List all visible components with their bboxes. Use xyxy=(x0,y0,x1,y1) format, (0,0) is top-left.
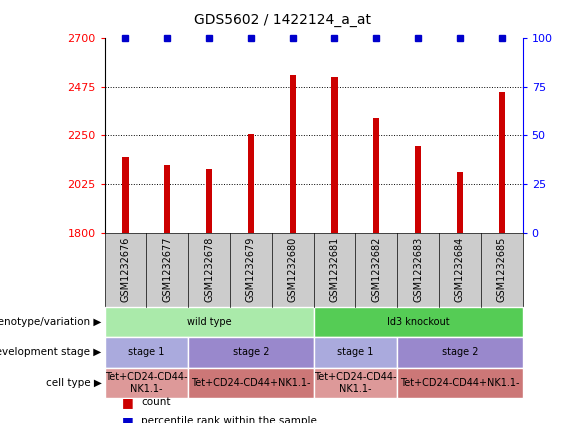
Text: GSM1232681: GSM1232681 xyxy=(329,237,340,302)
Text: development stage ▶: development stage ▶ xyxy=(0,347,102,357)
Text: GSM1232685: GSM1232685 xyxy=(497,237,507,302)
Text: Tet+CD24-CD44+NK1.1-: Tet+CD24-CD44+NK1.1- xyxy=(191,378,311,388)
Text: count: count xyxy=(141,397,171,407)
Text: Tet+CD24-CD44-
NK1.1-: Tet+CD24-CD44- NK1.1- xyxy=(105,372,188,394)
Text: Tet+CD24-CD44+NK1.1-: Tet+CD24-CD44+NK1.1- xyxy=(400,378,520,388)
Text: stage 2: stage 2 xyxy=(442,347,478,357)
Bar xyxy=(498,92,505,233)
Bar xyxy=(122,157,129,233)
Text: GSM1232678: GSM1232678 xyxy=(204,237,214,302)
Text: Id3 knockout: Id3 knockout xyxy=(387,317,449,327)
Text: GSM1232676: GSM1232676 xyxy=(120,237,131,302)
Text: GSM1232680: GSM1232680 xyxy=(288,237,298,302)
Text: GSM1232683: GSM1232683 xyxy=(413,237,423,302)
Bar xyxy=(289,75,296,233)
Text: GSM1232677: GSM1232677 xyxy=(162,237,172,302)
Bar xyxy=(206,169,212,233)
Text: ■: ■ xyxy=(121,415,133,423)
Bar xyxy=(415,146,421,233)
Text: percentile rank within the sample: percentile rank within the sample xyxy=(141,416,317,423)
Text: cell type ▶: cell type ▶ xyxy=(46,378,102,388)
Text: stage 1: stage 1 xyxy=(128,347,164,357)
Text: genotype/variation ▶: genotype/variation ▶ xyxy=(0,317,102,327)
Bar xyxy=(247,134,254,233)
Text: GSM1232682: GSM1232682 xyxy=(371,237,381,302)
Text: stage 2: stage 2 xyxy=(233,347,269,357)
Text: ■: ■ xyxy=(121,396,133,409)
Text: GSM1232684: GSM1232684 xyxy=(455,237,465,302)
Bar xyxy=(457,172,463,233)
Bar xyxy=(373,118,380,233)
Text: stage 1: stage 1 xyxy=(337,347,373,357)
Bar xyxy=(331,77,338,233)
Text: wild type: wild type xyxy=(187,317,231,327)
Text: Tet+CD24-CD44-
NK1.1-: Tet+CD24-CD44- NK1.1- xyxy=(314,372,397,394)
Bar xyxy=(164,165,171,233)
Text: GSM1232679: GSM1232679 xyxy=(246,237,256,302)
Text: GDS5602 / 1422124_a_at: GDS5602 / 1422124_a_at xyxy=(194,13,371,27)
